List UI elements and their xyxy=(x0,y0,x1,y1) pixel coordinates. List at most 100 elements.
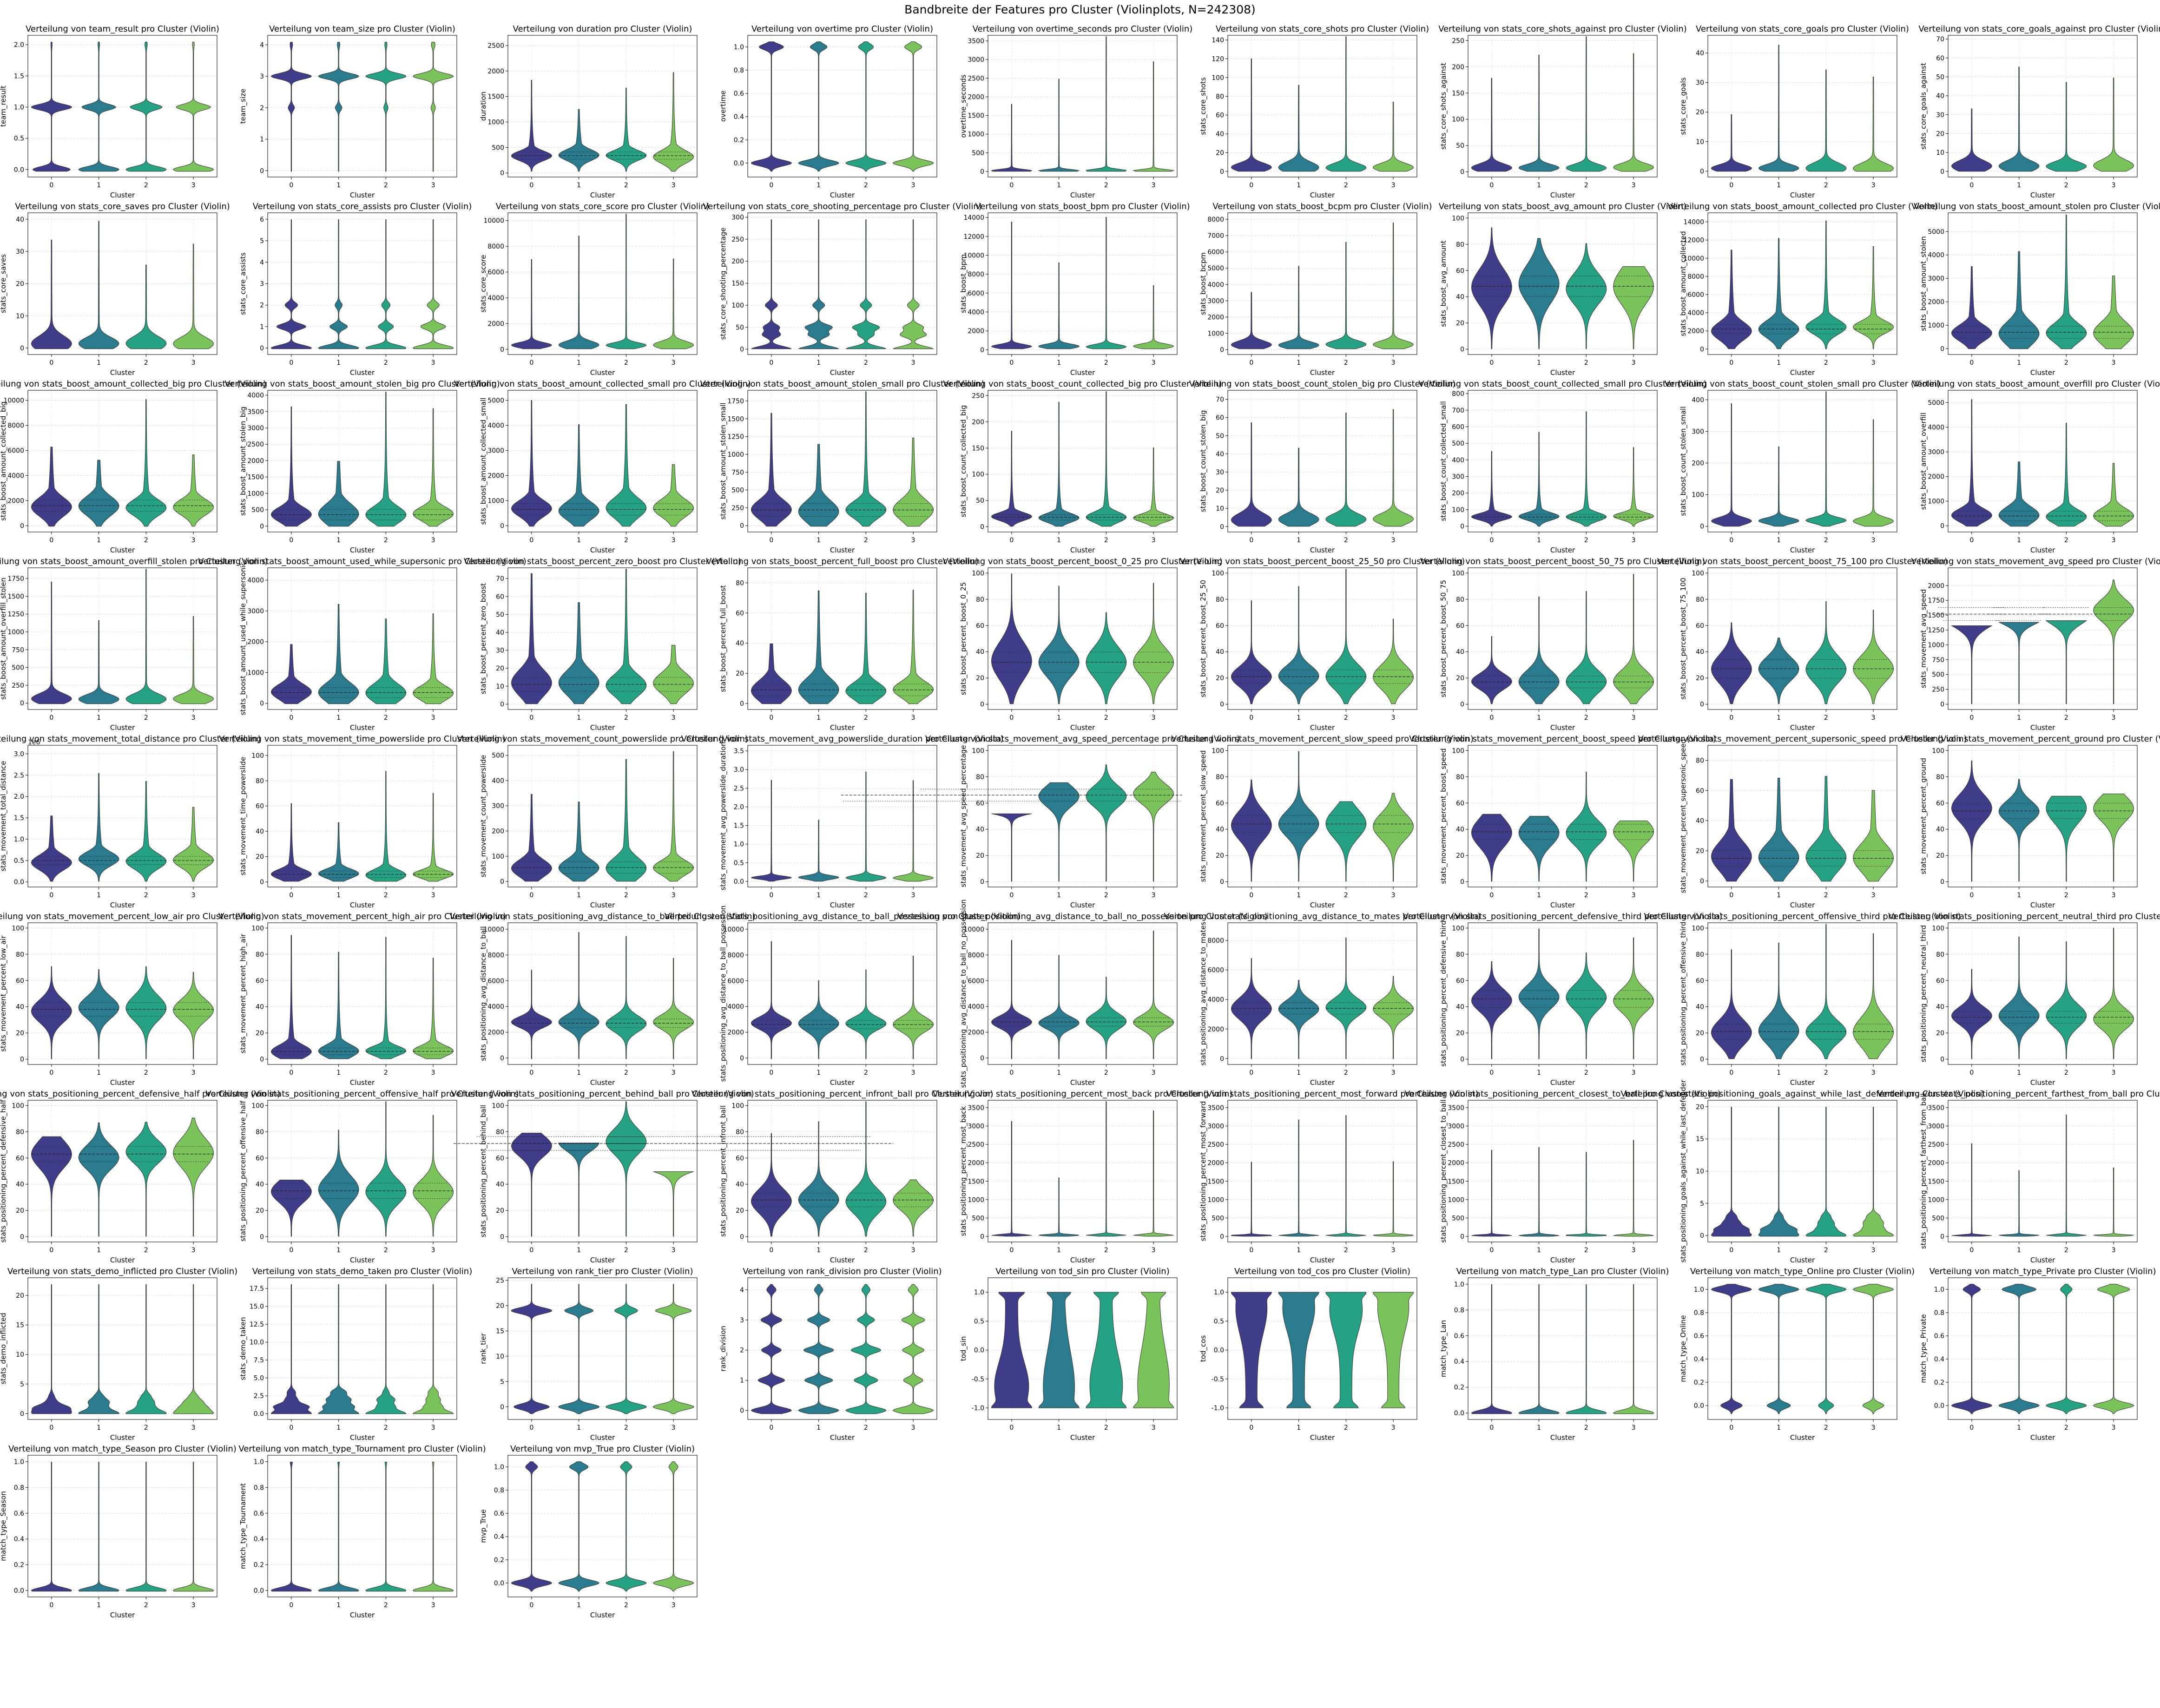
y-axis-label: stats_positioning_avg_distance_to_ball_p… xyxy=(719,906,728,1082)
xtick-label: 2 xyxy=(1824,1069,1828,1077)
ytick-label: 40 xyxy=(976,826,984,834)
subplot-title: Verteilung von stats_boost_amount_used_w… xyxy=(198,557,527,566)
xtick-label: 0 xyxy=(1489,892,1494,899)
violin-cluster-1 xyxy=(558,1461,599,1592)
violin-subplot: Verteilung von stats_positioning_percent… xyxy=(1403,887,1722,1087)
xtick-label: 3 xyxy=(1151,182,1155,189)
ytick-label: 6000 xyxy=(487,978,504,985)
xtick-label: 2 xyxy=(1584,1069,1588,1077)
violin-subplot: Verteilung von mvp_True pro Cluster (Vio… xyxy=(479,1420,720,1619)
violin-subplot: Verteilung von stats_boost_count_collect… xyxy=(1418,355,1706,554)
violin-cluster-2 xyxy=(606,759,647,882)
axes-frame xyxy=(27,390,217,532)
xtick-label: 2 xyxy=(624,1247,628,1254)
y-axis-label: stats_movement_percent_high_air xyxy=(239,933,248,1053)
x-axis-label: Cluster xyxy=(2030,368,2055,377)
ytick-label: 3000 xyxy=(1208,1123,1225,1130)
subplot-svg: Verteilung von stats_boost_count_stolen_… xyxy=(1665,379,1941,554)
subplot-svg: Verteilung von stats_boost_amount_stolen… xyxy=(1913,202,2160,377)
axes-frame xyxy=(507,1277,698,1420)
ytick-label: 70 xyxy=(1936,36,1944,43)
ytick-label: 40 xyxy=(1456,826,1464,834)
ytick-label: 0.0 xyxy=(14,1587,24,1595)
xtick-label: 3 xyxy=(1391,359,1396,367)
x-axis-label: Cluster xyxy=(2030,546,2055,554)
violin-cluster-2 xyxy=(365,42,407,172)
ytick-label: 500 xyxy=(1452,1215,1464,1222)
ytick-label: 2500 xyxy=(968,75,984,82)
violin-subplot: Verteilung von stats_boost_percent_zero_… xyxy=(464,532,741,732)
ytick-label: 40 xyxy=(1936,1004,1944,1011)
xtick-label: 2 xyxy=(1104,892,1108,899)
xtick-label: 2 xyxy=(864,1247,868,1254)
y-axis-label: stats_core_goals_against xyxy=(1919,63,1928,150)
ytick-label: 3000 xyxy=(1928,449,1944,456)
xtick-label: 3 xyxy=(911,1069,915,1077)
ytick-label: 3000 xyxy=(248,425,264,432)
violin-cluster-1 xyxy=(78,1284,119,1414)
subplot-title: Verteilung von rank_tier pro Cluster (Vi… xyxy=(512,1267,693,1276)
ytick-label: 0.6 xyxy=(494,1510,504,1517)
xtick-label: 3 xyxy=(1391,714,1396,722)
xtick-label: 0 xyxy=(290,359,294,367)
ytick-label: 3500 xyxy=(968,38,984,45)
subplot-title: Verteilung von stats_positioning_avg_dis… xyxy=(1164,912,1481,921)
x-axis-label: Cluster xyxy=(110,1078,135,1087)
ytick-label: 0 xyxy=(1700,1056,1704,1064)
violin-cluster-3 xyxy=(413,408,454,527)
violin-cluster-2 xyxy=(365,937,407,1059)
ytick-label: 80 xyxy=(256,951,264,959)
violin-cluster-1 xyxy=(558,109,599,172)
xtick-label: 1 xyxy=(1777,1424,1781,1432)
ytick-label: 100 xyxy=(1452,747,1464,755)
ytick-label: 1500 xyxy=(1928,1178,1944,1185)
ytick-label: 1.0 xyxy=(494,1464,504,1471)
axes-frame xyxy=(1707,745,1897,887)
violin-cluster-2 xyxy=(606,569,647,704)
subplot-svg: Verteilung von stats_boost_percent_full_… xyxy=(706,557,979,732)
violin-cluster-3 xyxy=(2093,78,2134,172)
ytick-label: 3500 xyxy=(1928,1104,1944,1112)
violin-cluster-0 xyxy=(1471,961,1512,1059)
ytick-label: 0 xyxy=(500,1055,504,1062)
violin-cluster-0 xyxy=(31,447,72,527)
ytick-label: 0 xyxy=(1700,346,1704,353)
ytick-label: 0.8 xyxy=(254,1484,264,1491)
axes-frame xyxy=(1227,1277,1417,1420)
xtick-label: 2 xyxy=(864,892,868,899)
y-axis-label: stats_boost_count_collected_small xyxy=(1439,401,1448,521)
xtick-label: 0 xyxy=(1250,182,1254,189)
xtick-label: 1 xyxy=(577,714,581,722)
axes-frame xyxy=(747,1100,937,1242)
axes-frame xyxy=(1948,35,2138,177)
xtick-label: 1 xyxy=(337,892,341,899)
ytick-label: 1.0 xyxy=(14,104,24,112)
violin-subplot: Verteilung von tod_sin pro Cluster (Viol… xyxy=(959,1242,1200,1442)
violin-subplot: Verteilung von stats_positioning_percent… xyxy=(932,1065,1232,1264)
xtick-label: 2 xyxy=(1344,1247,1348,1254)
xtick-label: 3 xyxy=(911,1247,915,1254)
xtick-label: 3 xyxy=(1871,537,1876,544)
subplot-title: Verteilung von match_type_Private pro Cl… xyxy=(1929,1267,2156,1276)
x-axis-label: Cluster xyxy=(2030,1078,2055,1087)
ytick-label: 60 xyxy=(1936,55,1944,62)
ytick-label: 60 xyxy=(736,1155,744,1162)
violin-cluster-3 xyxy=(1373,976,1414,1059)
xtick-label: 0 xyxy=(1489,1069,1494,1077)
violin-subplot: Verteilung von stats_movement_avg_speed_… xyxy=(841,710,1240,909)
ytick-label: 0.6 xyxy=(1454,1333,1464,1340)
xtick-label: 1 xyxy=(1777,1247,1781,1254)
x-axis-label: Cluster xyxy=(1310,901,1335,909)
ytick-label: 8000 xyxy=(487,952,504,959)
ytick-label: 2500 xyxy=(1208,1141,1225,1149)
subplot-title: Verteilung von stats_positioning_avg_dis… xyxy=(897,912,1268,921)
ytick-label: 0 xyxy=(1220,523,1224,531)
violin-cluster-0 xyxy=(31,239,72,349)
violin-cluster-1 xyxy=(1998,1170,2039,1237)
violin-cluster-3 xyxy=(413,1284,454,1414)
subplot-svg: Verteilung von match_type_Tournament pro… xyxy=(239,1444,486,1619)
xtick-label: 2 xyxy=(384,1069,388,1077)
violin-cluster-1 xyxy=(78,1122,119,1237)
xtick-label: 1 xyxy=(1297,182,1301,189)
violin-subplot: Verteilung von stats_core_goals_against … xyxy=(1918,0,2160,199)
